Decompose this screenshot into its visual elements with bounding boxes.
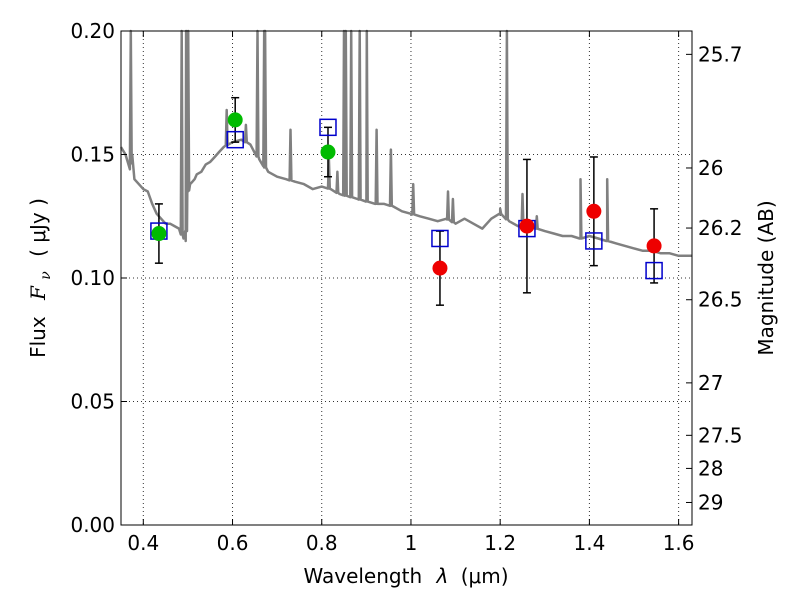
- y-tick-label: 0.05: [70, 390, 115, 414]
- right-tick-label: 27: [698, 371, 723, 395]
- x-tick-label: 1.6: [663, 531, 695, 555]
- right-tick-label: 29: [698, 490, 723, 514]
- model-point: [319, 118, 337, 137]
- model-point: [645, 261, 663, 280]
- observed-optical-point: [227, 112, 243, 128]
- x-tick-label: 0.8: [306, 531, 338, 555]
- x-tick-label: 1.2: [484, 531, 516, 555]
- model-point: [431, 229, 449, 248]
- right-tick-label: 27.5: [698, 423, 743, 447]
- template-spectrum: [119, 29, 692, 258]
- plot-frame: [120, 30, 693, 526]
- x-tick-label: 1.4: [573, 531, 605, 555]
- x-axis-unit: (μm): [461, 564, 509, 588]
- right-tick-label: 26: [698, 156, 723, 180]
- y-axis-symbol: F: [26, 285, 50, 301]
- x-axis-title: Wavelength λ (μm): [303, 564, 508, 588]
- x-tick-label: 1: [405, 531, 418, 555]
- y-axis-title: Flux F ν ( μJy ): [26, 198, 55, 358]
- observed-nir-point: [519, 218, 535, 234]
- axis-ticks: 0.4 0.6 0.8 1 1.2 1.4 1.6 0.00 0.05 0.10 0.15 0.20 2…: [70, 19, 742, 555]
- x-tick-label: 0.4: [127, 531, 159, 555]
- right-tick-label: 26.2: [698, 216, 743, 240]
- model-point: [226, 130, 244, 149]
- y-axis-title-prefix: Flux: [26, 316, 50, 358]
- y-axis-subscript: ν: [38, 271, 54, 280]
- template-spectrum-line: [119, 29, 692, 258]
- observed-nir-point: [432, 260, 448, 276]
- y-tick-label: 0.00: [70, 513, 115, 537]
- observed-optical-point: [320, 144, 336, 160]
- x-axis-title-prefix: Wavelength: [303, 564, 422, 588]
- grid: [121, 31, 692, 525]
- data-points: [150, 96, 663, 306]
- y-tick-label: 0.20: [70, 19, 115, 43]
- right-tick-label: 26.5: [698, 288, 743, 312]
- right-axis-title: Magnitude (AB): [754, 200, 778, 355]
- x-axis-symbol: λ: [436, 564, 449, 588]
- right-tick-label: 25.7: [698, 42, 743, 66]
- y-axis-unit: ( μJy ): [26, 198, 50, 257]
- observed-nir-point: [586, 203, 602, 219]
- y-tick-label: 0.15: [70, 143, 115, 167]
- model-point: [585, 232, 603, 250]
- observed-optical-point: [151, 226, 167, 242]
- y-tick-label: 0.10: [70, 266, 115, 290]
- observed-nir-point: [646, 238, 662, 254]
- right-tick-label: 28: [698, 456, 723, 480]
- x-tick-label: 0.6: [217, 531, 249, 555]
